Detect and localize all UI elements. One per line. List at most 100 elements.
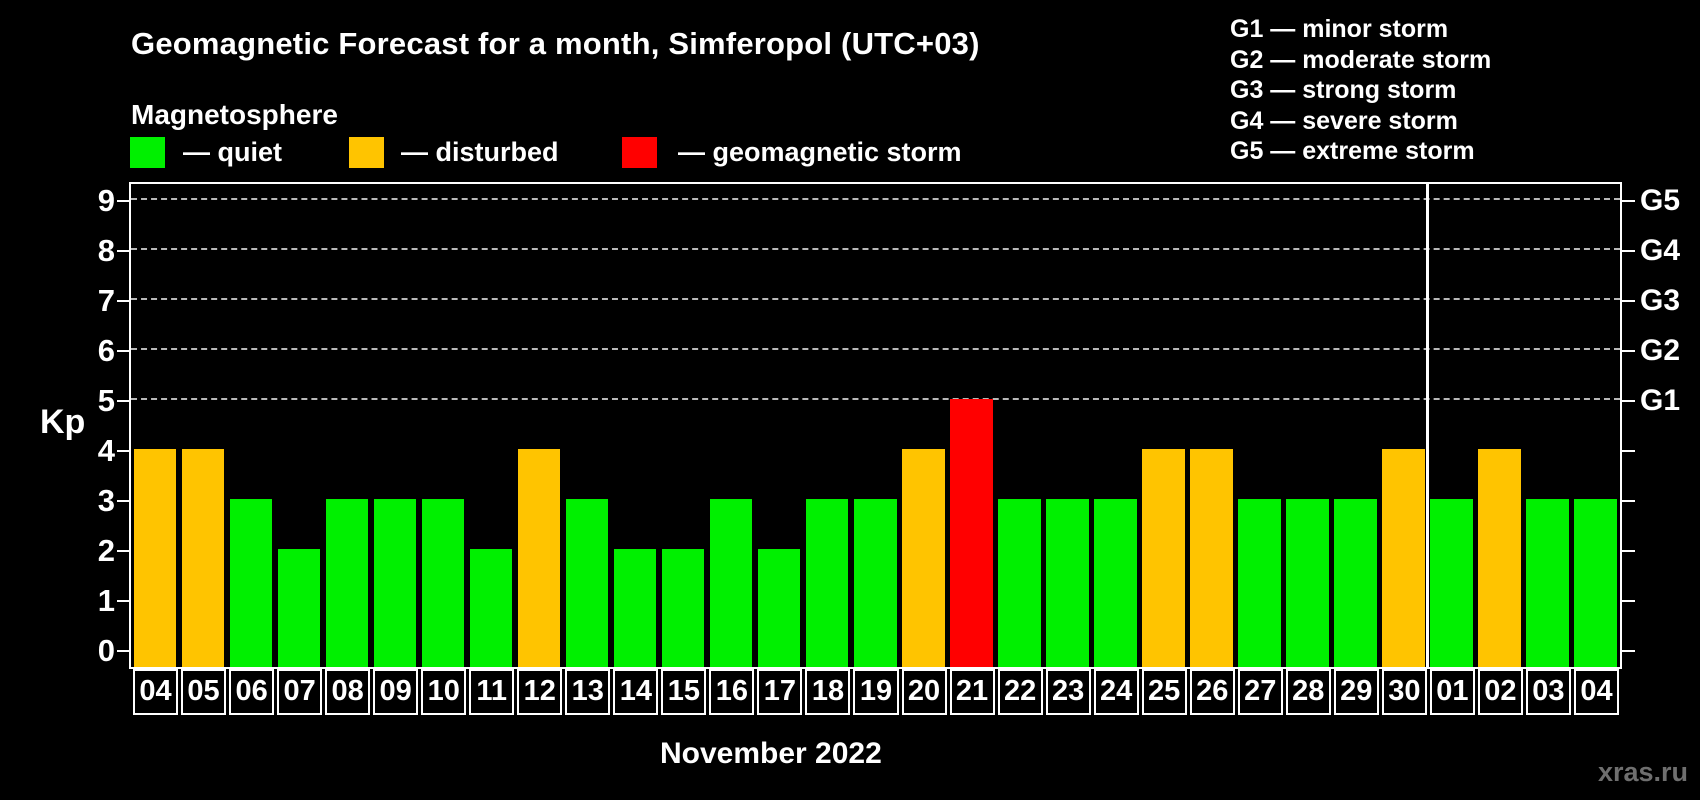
date-box-01-27: 01 bbox=[1429, 669, 1475, 715]
storm-scale-line-g5: G5 — extreme storm bbox=[1230, 137, 1475, 165]
date-box-28-24: 28 bbox=[1285, 669, 1331, 715]
left-tick-kp5 bbox=[117, 400, 130, 402]
date-box-04-30: 04 bbox=[1573, 669, 1619, 715]
storm-legend-label: — geomagnetic storm bbox=[678, 137, 962, 167]
bar-day-13 bbox=[565, 499, 609, 667]
quiet-legend-label: — quiet bbox=[183, 137, 282, 167]
right-tick-kp8 bbox=[1621, 250, 1635, 252]
bar-day-23 bbox=[1046, 499, 1089, 667]
gridline-kp9 bbox=[131, 198, 1620, 200]
date-box-13-9: 13 bbox=[565, 669, 611, 715]
right-tick-kp9 bbox=[1621, 200, 1635, 202]
storm-scale-line-g2: G2 — moderate storm bbox=[1230, 45, 1492, 74]
y-axis-label-0: 0 bbox=[97, 633, 115, 668]
left-tick-kp2 bbox=[117, 550, 130, 552]
left-tick-kp4 bbox=[117, 450, 130, 452]
right-tick-kp6 bbox=[1621, 350, 1635, 352]
date-box-09-5: 09 bbox=[373, 669, 419, 715]
date-box-17-13: 17 bbox=[757, 669, 803, 715]
date-box-16-12: 16 bbox=[709, 669, 755, 715]
right-tick-kp3 bbox=[1621, 500, 1635, 502]
bar-day-25 bbox=[1142, 449, 1185, 667]
date-box-08-4: 08 bbox=[325, 669, 371, 715]
y-axis-label-8: 8 bbox=[97, 233, 115, 268]
gridline-kp8 bbox=[131, 248, 1620, 250]
date-box-26-22: 26 bbox=[1189, 669, 1235, 715]
date-box-02-28: 02 bbox=[1477, 669, 1523, 715]
y-axis-label-1: 1 bbox=[97, 583, 115, 618]
right-tick-kp1 bbox=[1621, 600, 1635, 602]
bar-day-26 bbox=[1190, 449, 1233, 667]
date-box-22-18: 22 bbox=[997, 669, 1043, 715]
bar-day-21 bbox=[950, 399, 993, 667]
date-box-27-23: 27 bbox=[1237, 669, 1283, 715]
date-box-12-8: 12 bbox=[517, 669, 563, 715]
left-tick-kp6 bbox=[117, 350, 130, 352]
bar-day-18 bbox=[805, 499, 849, 667]
bar-day-11 bbox=[469, 549, 513, 667]
date-box-20-16: 20 bbox=[901, 669, 947, 715]
x-axis-title: November 2022 bbox=[660, 737, 882, 770]
gridline-kp6 bbox=[131, 348, 1620, 350]
bar-day-14 bbox=[613, 549, 657, 667]
bar-day-29 bbox=[1334, 499, 1377, 667]
bar-day-15 bbox=[661, 549, 705, 667]
date-box-14-10: 14 bbox=[613, 669, 659, 715]
y-axis-label-5: 5 bbox=[97, 383, 115, 418]
bar-day-03 bbox=[1526, 499, 1569, 667]
gridline-kp5 bbox=[131, 398, 1620, 400]
chart-title: Geomagnetic Forecast for a month, Simfer… bbox=[131, 26, 980, 61]
plot-area bbox=[129, 182, 1622, 669]
bar-day-20 bbox=[902, 449, 945, 667]
gridline-kp7 bbox=[131, 298, 1620, 300]
right-axis-label-g2: G2 bbox=[1640, 334, 1681, 367]
bar-day-02 bbox=[1478, 449, 1521, 667]
bar-day-19 bbox=[853, 499, 897, 667]
date-box-06-2: 06 bbox=[229, 669, 275, 715]
bar-day-12 bbox=[517, 449, 561, 667]
y-axis-label-6: 6 bbox=[97, 333, 115, 368]
bar-day-17 bbox=[757, 549, 801, 667]
y-axis-label-2: 2 bbox=[97, 533, 115, 568]
y-axis-label-7: 7 bbox=[97, 283, 115, 318]
storm-scale-legend: G1 — minor storm G2 — moderate storm G3 … bbox=[1230, 14, 1491, 167]
bar-day-27 bbox=[1238, 499, 1281, 667]
left-tick-kp9 bbox=[117, 200, 130, 202]
date-box-21-17: 21 bbox=[949, 669, 995, 715]
date-box-18-14: 18 bbox=[805, 669, 851, 715]
date-box-07-3: 07 bbox=[277, 669, 323, 715]
date-box-30-26: 30 bbox=[1381, 669, 1427, 715]
bar-day-09 bbox=[373, 499, 417, 667]
left-tick-kp1 bbox=[117, 600, 130, 602]
bar-day-30 bbox=[1382, 449, 1425, 667]
bar-day-01 bbox=[1430, 499, 1473, 667]
disturbed-swatch-icon bbox=[349, 137, 384, 168]
bar-day-06 bbox=[229, 499, 273, 667]
date-box-11-7: 11 bbox=[469, 669, 515, 715]
right-tick-kp0 bbox=[1621, 650, 1635, 652]
storm-scale-line-g1: G1 — minor storm bbox=[1230, 15, 1449, 43]
quiet-swatch-icon bbox=[130, 137, 165, 168]
right-axis-label-g1: G1 bbox=[1640, 384, 1681, 417]
left-tick-kp3 bbox=[117, 500, 130, 502]
month-separator-line bbox=[1426, 184, 1430, 667]
right-axis-label-g4: G4 bbox=[1640, 234, 1681, 267]
y-axis-label-4: 4 bbox=[97, 433, 115, 468]
bar-day-10 bbox=[421, 499, 465, 667]
right-tick-kp2 bbox=[1621, 550, 1635, 552]
y-axis-label-9: 9 bbox=[97, 183, 115, 218]
date-box-25-21: 25 bbox=[1141, 669, 1187, 715]
left-tick-kp7 bbox=[117, 300, 130, 302]
right-tick-kp5 bbox=[1621, 400, 1635, 402]
date-box-10-6: 10 bbox=[421, 669, 467, 715]
bar-day-24 bbox=[1094, 499, 1137, 667]
disturbed-legend-label: — disturbed bbox=[401, 137, 559, 167]
date-box-29-25: 29 bbox=[1333, 669, 1379, 715]
date-box-19-15: 19 bbox=[853, 669, 899, 715]
bar-day-07 bbox=[277, 549, 321, 667]
bar-day-05 bbox=[181, 449, 225, 667]
watermark: xras.ru bbox=[1597, 757, 1688, 787]
right-tick-kp7 bbox=[1621, 300, 1635, 302]
storm-scale-line-g3: G3 — strong storm bbox=[1230, 76, 1457, 104]
